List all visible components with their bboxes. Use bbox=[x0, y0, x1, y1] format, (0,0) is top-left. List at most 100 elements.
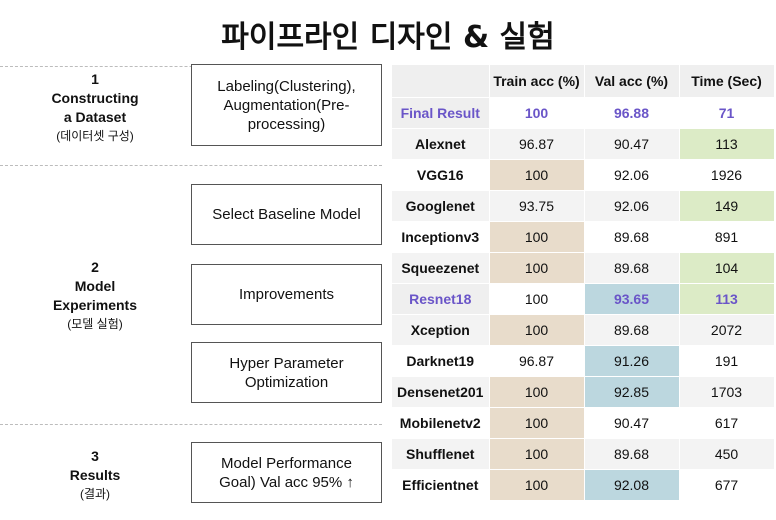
val-acc: 93.65 bbox=[584, 283, 680, 315]
table-row: Mobilenetv2 100 90.47 617 bbox=[392, 407, 775, 439]
section-subtitle: (데이터셋 구성) bbox=[56, 129, 134, 143]
time-sec: 191 bbox=[679, 345, 775, 377]
step-text: Model Performance bbox=[221, 454, 352, 472]
step-text: Improvements bbox=[238, 286, 335, 303]
model-name: Darknet19 bbox=[392, 345, 490, 377]
header-train-acc: Train acc (%) bbox=[489, 65, 585, 98]
time-sec: 149 bbox=[679, 190, 775, 222]
section-number: 1 bbox=[91, 71, 99, 87]
train-acc: 100 bbox=[489, 314, 585, 346]
step-select-baseline-model: Select Baseline Model bbox=[191, 184, 382, 245]
section-name: Experiments bbox=[52, 297, 138, 313]
model-name: Alexnet bbox=[392, 128, 490, 160]
train-acc: 100 bbox=[489, 221, 585, 253]
time-sec: 113 bbox=[679, 283, 775, 315]
train-acc: 93.75 bbox=[489, 190, 585, 222]
model-name: Resnet18 bbox=[392, 283, 490, 315]
model-name: Efficientnet bbox=[392, 469, 490, 501]
step-text: Select Baseline Model bbox=[212, 206, 361, 223]
val-acc: 96.88 bbox=[584, 97, 680, 129]
step-model-performance-goal: Model Performance Goal) Val acc 95% ↑ bbox=[191, 442, 382, 503]
val-acc: 90.47 bbox=[584, 407, 680, 439]
section-name: a Dataset bbox=[63, 109, 127, 125]
train-acc: 96.87 bbox=[489, 345, 585, 377]
step-hyper-parameter-optimization: Hyper Parameter Optimization bbox=[191, 342, 382, 403]
table-row: Shufflenet 100 89.68 450 bbox=[392, 438, 775, 470]
table-row: Darknet19 96.87 91.26 191 bbox=[392, 345, 775, 377]
time-sec: 104 bbox=[679, 252, 775, 284]
val-acc: 89.68 bbox=[584, 221, 680, 253]
divider bbox=[0, 165, 382, 166]
train-acc: 100 bbox=[489, 97, 585, 129]
step-text: Augmentation(Pre- bbox=[223, 96, 350, 114]
step-text: Hyper Parameter bbox=[229, 354, 344, 372]
header-val-acc: Val acc (%) bbox=[584, 65, 680, 98]
train-acc: 100 bbox=[489, 283, 585, 315]
time-sec: 2072 bbox=[679, 314, 775, 346]
time-sec: 617 bbox=[679, 407, 775, 439]
model-name: Shufflenet bbox=[392, 438, 490, 470]
results-table: Train acc (%) Val acc (%) Time (Sec) Fin… bbox=[392, 65, 775, 501]
train-acc: 100 bbox=[489, 376, 585, 408]
section-subtitle: (모델 실험) bbox=[67, 317, 123, 331]
header-model bbox=[392, 65, 490, 98]
step-text: Optimization bbox=[244, 373, 329, 391]
train-acc: 100 bbox=[489, 469, 585, 501]
val-acc: 89.68 bbox=[584, 438, 680, 470]
table-row: Xception 100 89.68 2072 bbox=[392, 314, 775, 346]
section-subtitle: (결과) bbox=[79, 487, 111, 501]
section-name: Model bbox=[74, 278, 116, 294]
step-labeling-augmentation: Labeling(Clustering), Augmentation(Pre- … bbox=[191, 64, 382, 146]
divider bbox=[0, 424, 382, 425]
val-acc: 90.47 bbox=[584, 128, 680, 160]
page-title: 파이프라인 디자인 & 실험 bbox=[221, 20, 555, 55]
table-header-row: Train acc (%) Val acc (%) Time (Sec) bbox=[392, 65, 775, 98]
section-constructing-dataset: 1 Constructing a Dataset (데이터셋 구성) bbox=[0, 70, 190, 146]
step-improvements: Improvements bbox=[191, 264, 382, 325]
model-name: Mobilenetv2 bbox=[392, 407, 490, 439]
step-text: Goal) Val acc 95% ↑ bbox=[219, 473, 354, 491]
table-row: Densenet201 100 92.85 1703 bbox=[392, 376, 775, 408]
model-name: VGG16 bbox=[392, 159, 490, 191]
time-sec: 1926 bbox=[679, 159, 775, 191]
val-acc: 92.08 bbox=[584, 469, 680, 501]
table-row: VGG16 100 92.06 1926 bbox=[392, 159, 775, 191]
val-acc: 89.68 bbox=[584, 314, 680, 346]
time-sec: 1703 bbox=[679, 376, 775, 408]
val-acc: 92.06 bbox=[584, 190, 680, 222]
model-name: Final Result bbox=[392, 97, 490, 129]
table-row: Efficientnet 100 92.08 677 bbox=[392, 469, 775, 501]
section-name: Results bbox=[69, 467, 121, 483]
time-sec: 113 bbox=[679, 128, 775, 160]
train-acc: 100 bbox=[489, 159, 585, 191]
section-name: Constructing bbox=[51, 90, 139, 106]
section-number: 2 bbox=[91, 259, 99, 275]
val-acc: 92.85 bbox=[584, 376, 680, 408]
table-row: Alexnet 96.87 90.47 113 bbox=[392, 128, 775, 160]
model-name: Inceptionv3 bbox=[392, 221, 490, 253]
table-row: Resnet18 100 93.65 113 bbox=[392, 283, 775, 315]
time-sec: 677 bbox=[679, 469, 775, 501]
step-text: Labeling(Clustering), bbox=[217, 77, 356, 95]
val-acc: 92.06 bbox=[584, 159, 680, 191]
train-acc: 100 bbox=[489, 252, 585, 284]
train-acc: 96.87 bbox=[489, 128, 585, 160]
section-results: 3 Results (결과) bbox=[0, 447, 190, 504]
val-acc: 91.26 bbox=[584, 345, 680, 377]
table-row: Squeezenet 100 89.68 104 bbox=[392, 252, 775, 284]
step-text: processing) bbox=[247, 115, 326, 133]
model-name: Squeezenet bbox=[392, 252, 490, 284]
header-time: Time (Sec) bbox=[679, 65, 775, 98]
train-acc: 100 bbox=[489, 438, 585, 470]
val-acc: 89.68 bbox=[584, 252, 680, 284]
table-row: Inceptionv3 100 89.68 891 bbox=[392, 221, 775, 253]
train-acc: 100 bbox=[489, 407, 585, 439]
section-model-experiments: 2 Model Experiments (모델 실험) bbox=[0, 258, 190, 334]
time-sec: 71 bbox=[679, 97, 775, 129]
time-sec: 450 bbox=[679, 438, 775, 470]
table-row: Googlenet 93.75 92.06 149 bbox=[392, 190, 775, 222]
model-name: Densenet201 bbox=[392, 376, 490, 408]
section-number: 3 bbox=[91, 448, 99, 464]
time-sec: 891 bbox=[679, 221, 775, 253]
table-row: Final Result 100 96.88 71 bbox=[392, 97, 775, 129]
